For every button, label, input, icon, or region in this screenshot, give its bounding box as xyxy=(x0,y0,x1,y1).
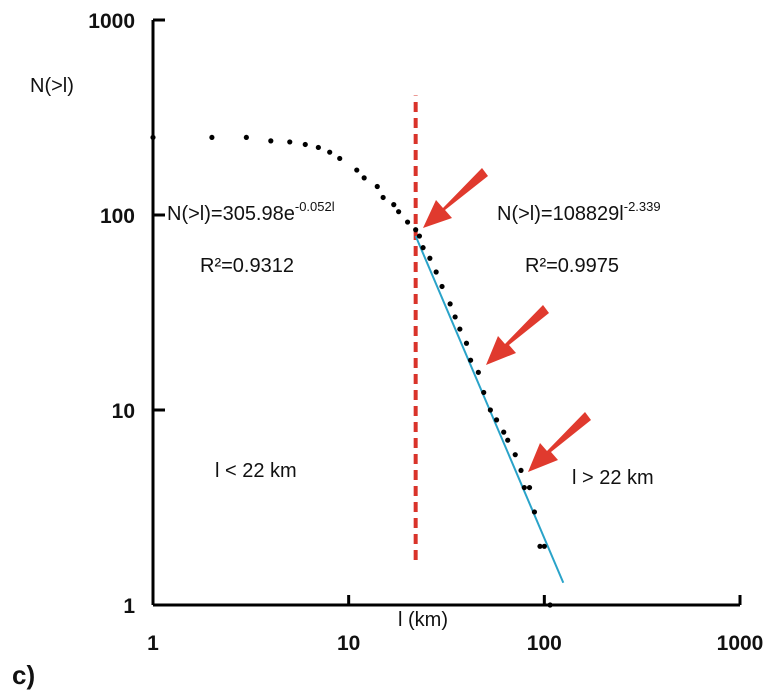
annotation: R²=0.9312 xyxy=(200,255,294,277)
arrow xyxy=(486,305,549,365)
data-point xyxy=(396,209,402,215)
data-point xyxy=(361,175,367,181)
annotation-text: l > 22 km xyxy=(572,467,654,489)
data-point xyxy=(420,245,426,251)
annotation-superscript: -2.339 xyxy=(624,199,661,214)
y-tick-label: 100 xyxy=(100,205,135,228)
annotation-text: R²=0.9975 xyxy=(525,255,619,277)
annotation-text: N(>l)=305.98e xyxy=(167,203,295,225)
data-point xyxy=(243,134,249,141)
data-point xyxy=(468,357,474,363)
data-point xyxy=(315,144,321,151)
data-point xyxy=(537,543,543,549)
data-point xyxy=(518,467,524,474)
x-tick-label: 10 xyxy=(337,632,360,655)
arrow xyxy=(528,412,591,472)
data-point xyxy=(547,602,553,608)
arrows xyxy=(423,168,591,472)
data-point xyxy=(501,429,507,435)
data-point xyxy=(416,233,423,239)
arrow xyxy=(423,168,488,228)
data-point xyxy=(531,509,538,515)
annotation: l < 22 km xyxy=(215,460,297,482)
data-point xyxy=(526,484,533,491)
data-point xyxy=(209,134,215,141)
annotation-text: R²=0.9312 xyxy=(200,255,294,277)
data-point xyxy=(354,167,360,173)
y-axis-label: N(>l) xyxy=(30,75,74,97)
data-point xyxy=(512,452,518,458)
data-point xyxy=(541,543,547,549)
data-point xyxy=(374,183,380,190)
data-point xyxy=(150,134,156,141)
annotation: N(>l)=108829l-2.339 xyxy=(497,199,661,225)
annotation: R²=0.9975 xyxy=(525,255,619,277)
data-point xyxy=(452,314,458,320)
data-point xyxy=(481,389,487,396)
data-point xyxy=(439,283,445,290)
data-point xyxy=(505,437,511,443)
data-point xyxy=(487,407,493,413)
data-point xyxy=(427,255,433,261)
data-point xyxy=(447,301,453,307)
annotation-superscript: -0.052l xyxy=(295,199,335,214)
annotation: l > 22 km xyxy=(572,467,654,489)
data-point xyxy=(268,138,274,144)
y-tick-label: 1 xyxy=(123,595,135,618)
x-axis-label: l (km) xyxy=(398,609,448,631)
y-tick-label: 10 xyxy=(112,400,135,423)
data-point xyxy=(457,326,463,332)
data-point xyxy=(475,369,481,375)
data-point xyxy=(391,202,397,208)
data-point xyxy=(433,269,439,275)
data-point xyxy=(463,340,470,346)
data-point xyxy=(287,139,293,145)
x-tick-label: 1000 xyxy=(717,632,764,655)
data-point xyxy=(337,155,343,162)
data-point xyxy=(327,149,333,155)
data-point xyxy=(493,417,500,423)
annotation-text: N(>l)=108829l xyxy=(497,203,624,225)
data-point xyxy=(521,484,527,491)
x-tick-label: 1 xyxy=(147,632,159,655)
data-point xyxy=(413,227,419,233)
data-point xyxy=(302,141,308,148)
x-tick-label: 100 xyxy=(527,632,562,655)
annotation: N(>l)=305.98e-0.052l xyxy=(167,199,335,225)
data-point xyxy=(380,194,386,201)
y-tick-label: 1000 xyxy=(88,10,135,33)
data-point xyxy=(404,219,411,225)
annotation-text: l < 22 km xyxy=(215,460,297,482)
panel-label: c) xyxy=(12,660,35,690)
